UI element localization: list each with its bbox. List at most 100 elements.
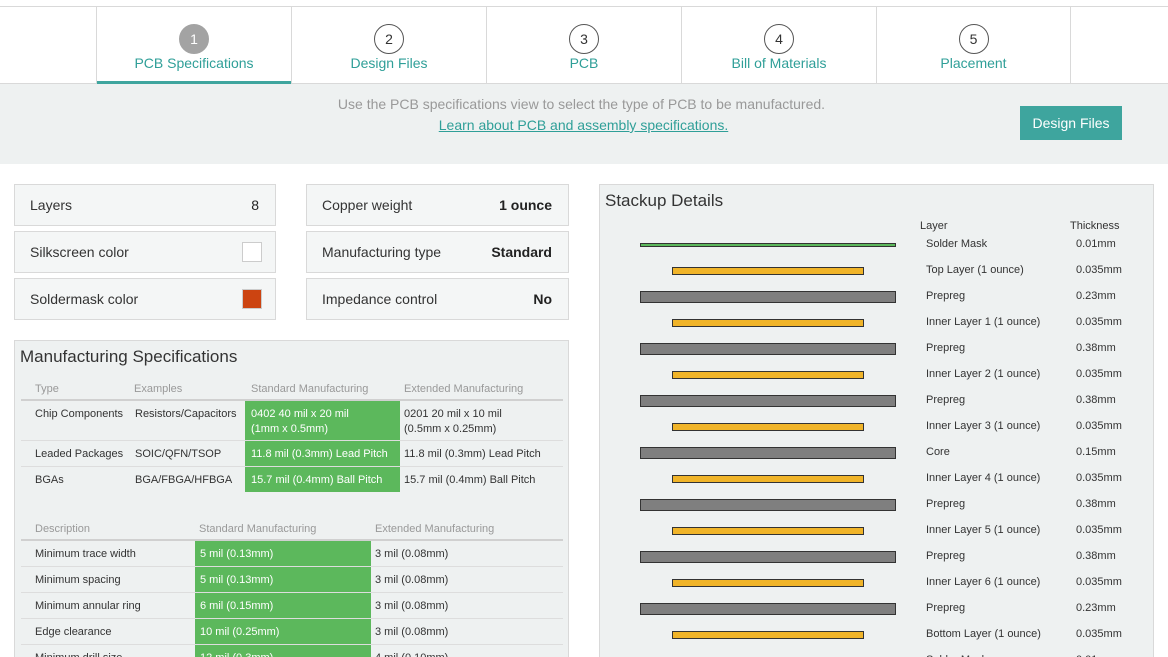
cell-description: Edge clearance <box>35 626 112 638</box>
step-number: 2 <box>374 24 404 54</box>
stackup-layer-thickness: 0.035mm <box>1076 576 1122 588</box>
stackup-layer-thickness: 0.15mm <box>1076 446 1116 458</box>
cell-extended: 3 mil (0.08mm) <box>375 574 449 586</box>
stackup-layer-dielectric-bar <box>640 291 896 303</box>
cell-standard: 5 mil (0.13mm) <box>200 574 274 586</box>
stackup-layer-thickness: 0.035mm <box>1076 368 1122 380</box>
components-table: Type Examples Standard Manufacturing Ext… <box>21 377 563 493</box>
stackup-layer-name: Inner Layer 1 (1 ounce) <box>926 316 1041 328</box>
cell-standard-bg <box>245 401 400 440</box>
impedance-control-label: Impedance control <box>322 291 438 307</box>
cell-standard-bg <box>195 593 371 618</box>
copper-weight-value: 1 ounce <box>499 197 552 213</box>
stackup-layer-name: Inner Layer 3 (1 ounce) <box>926 420 1041 432</box>
step-bill-of-materials[interactable]: 4 Bill of Materials <box>681 7 876 84</box>
cell-extended: (0.5mm x 0.25mm) <box>404 423 497 435</box>
manufacturing-type-label: Manufacturing type <box>322 244 442 260</box>
stackup-layer-copper-bar <box>672 527 864 535</box>
step-pcb[interactable]: 3 PCB <box>486 7 681 84</box>
impedance-control-card[interactable]: Impedance control No <box>306 278 569 320</box>
manufacturing-type-card[interactable]: Manufacturing type Standard <box>306 231 569 273</box>
stackup-layer-thickness: 0.38mm <box>1076 394 1116 406</box>
step-placement[interactable]: 5 Placement <box>876 7 1071 84</box>
stackup-layer-thickness: 0.38mm <box>1076 342 1116 354</box>
cell-extended: 3 mil (0.08mm) <box>375 626 449 638</box>
stackup-layer-copper-bar <box>672 475 864 483</box>
silkscreen-color-swatch <box>242 242 262 262</box>
cell-extended: 0201 20 mil x 10 mil <box>404 408 502 420</box>
cell-standard-bg <box>245 441 400 466</box>
stackup-layer-copper-bar <box>672 371 864 379</box>
header-examples: Examples <box>134 383 183 395</box>
layers-card[interactable]: Layers 8 <box>14 184 276 226</box>
stackup-layer-name: Inner Layer 4 (1 ounce) <box>926 472 1041 484</box>
step-label: PCB Specifications <box>134 55 254 71</box>
cell-standard-bg <box>245 467 400 492</box>
stackup-layer-name: Solder Mask <box>926 238 988 250</box>
header-extended: Extended Manufacturing <box>404 383 524 395</box>
stackup-layer-name: Prepreg <box>926 602 966 614</box>
stackup-layer-name: Inner Layer 5 (1 ounce) <box>926 524 1041 536</box>
cell-examples: Resistors/Capacitors <box>135 408 237 420</box>
stackup-layer-thickness: 0.38mm <box>1076 550 1116 562</box>
step-label: Placement <box>940 55 1007 71</box>
stackup-layer-name: Top Layer (1 ounce) <box>926 264 1024 276</box>
stackup-layer-thickness: 0.035mm <box>1076 628 1122 640</box>
step-label: Design Files <box>350 55 428 71</box>
stackup-layer-name: Prepreg <box>926 394 966 406</box>
cell-standard: 0402 40 mil x 20 mil <box>251 408 349 420</box>
cell-extended: 4 mil (0.10mm) <box>375 652 448 657</box>
learn-more-link[interactable]: Learn about PCB and assembly specificati… <box>438 117 729 133</box>
next-design-files-button[interactable]: Design Files <box>1020 106 1122 140</box>
step-pcb-specifications[interactable]: 1 PCB Specifications <box>96 7 291 85</box>
cell-extended: 3 mil (0.08mm) <box>375 600 449 612</box>
column-header-layer: Layer <box>920 220 948 232</box>
cell-description: Minimum drill size <box>35 652 122 657</box>
layers-value: 8 <box>251 197 259 213</box>
soldermask-color-swatch <box>242 289 262 309</box>
silkscreen-card[interactable]: Silkscreen color <box>14 231 276 273</box>
wizard-steps: 1 PCB Specifications 2 Design Files 3 PC… <box>0 6 1168 85</box>
cell-standard: 11.8 mil (0.3mm) Lead Pitch <box>251 448 388 460</box>
cell-standard-bg <box>195 567 371 592</box>
design-rules-table: Description Standard Manufacturing Exten… <box>21 517 563 657</box>
stackup-layer-name: Inner Layer 2 (1 ounce) <box>926 368 1041 380</box>
step-number: 5 <box>958 24 989 54</box>
stackup-layer-thickness: 0.035mm <box>1076 264 1122 276</box>
step-number: 3 <box>569 24 599 54</box>
panel-title: Stackup Details <box>605 191 724 210</box>
stackup-layer-copper-bar <box>672 579 864 587</box>
step-design-files[interactable]: 2 Design Files <box>291 7 486 84</box>
header-extended: Extended Manufacturing <box>375 523 495 535</box>
cell-standard: 6 mil (0.15mm) <box>200 600 274 612</box>
cell-extended: 15.7 mil (0.4mm) Ball Pitch <box>404 474 536 486</box>
header-standard: Standard Manufacturing <box>199 523 317 535</box>
copper-weight-card[interactable]: Copper weight 1 ounce <box>306 184 569 226</box>
table-row: BGAs BGA/FBGA/HFBGA 15.7 mil (0.4mm) Bal… <box>21 467 563 493</box>
cell-type: BGAs <box>35 474 64 486</box>
stackup-layer-name: Inner Layer 6 (1 ounce) <box>926 576 1041 588</box>
cell-standard: 15.7 mil (0.4mm) Ball Pitch <box>251 474 383 486</box>
stackup-layer-thickness: 0.23mm <box>1076 602 1116 614</box>
step-number: 4 <box>764 24 794 54</box>
stackup-layer-thickness: 0.38mm <box>1076 498 1116 510</box>
stackup-layer-thickness: 0.035mm <box>1076 316 1122 328</box>
table-header: Description Standard Manufacturing Exten… <box>21 517 563 541</box>
table-header: Type Examples Standard Manufacturing Ext… <box>21 377 563 401</box>
step-label: PCB <box>569 55 599 71</box>
cell-extended: 3 mil (0.08mm) <box>375 548 449 560</box>
stackup-layer-thickness: 0.035mm <box>1076 420 1122 432</box>
stackup-layer-thickness: 0.01mm <box>1076 654 1116 657</box>
soldermask-card[interactable]: Soldermask color <box>14 278 276 320</box>
stackup-layer-thickness: 0.035mm <box>1076 472 1122 484</box>
stackup-layer-dielectric-bar <box>640 447 896 459</box>
stackup-layer-copper-bar <box>672 631 864 639</box>
stackup-layer-name: Core <box>926 446 950 458</box>
table-row: Minimum spacing 5 mil (0.13mm) 3 mil (0.08… <box>21 567 563 593</box>
stackup-layer-copper-bar <box>672 319 864 327</box>
stackup-layer-name: Solder Mask <box>926 654 987 657</box>
table-row: Minimum trace width 5 mil (0.13mm) 3 mil (… <box>21 541 563 567</box>
panel-title: Manufacturing Specifications <box>20 347 238 366</box>
table-row: Leaded Packages SOIC/QFN/TSOP 11.8 mil (… <box>21 441 563 467</box>
cell-standard: 5 mil (0.13mm) <box>200 548 274 560</box>
